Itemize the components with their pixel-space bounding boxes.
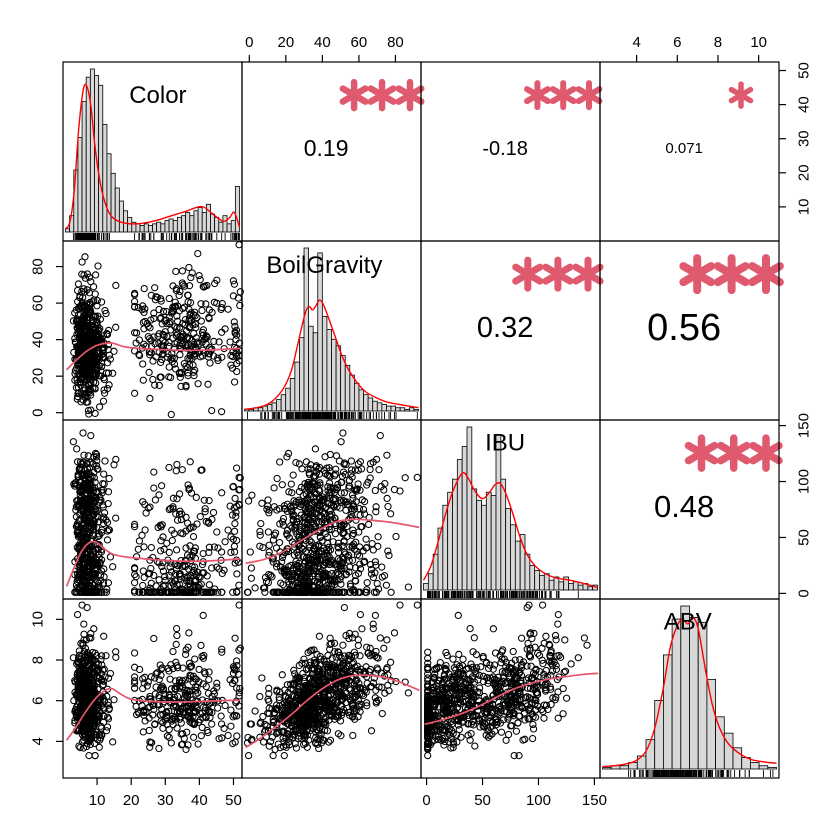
correlation-value: 0.32 — [477, 312, 533, 344]
loess-smooth-line — [65, 342, 241, 371]
scatter-panel-ibu-vs-boilgravity — [243, 429, 421, 596]
corr-cell-color-boilgravity: 0.19 — [304, 78, 425, 161]
rug-ticks — [72, 233, 240, 240]
density-curve — [602, 616, 777, 768]
correlation-value: 0.48 — [654, 489, 714, 524]
significance-stars — [679, 254, 784, 295]
correlation-value: -0.18 — [482, 138, 528, 160]
density-curve — [64, 83, 241, 230]
corr-cell-boilgravity-abv: 0.56 — [647, 254, 784, 349]
corr-cell-color-abv: 0.071 — [665, 81, 754, 157]
axis-bottom-color: 10 20 30 40 50 — [89, 778, 242, 809]
significance-stars — [339, 78, 425, 112]
significance-stars — [512, 256, 604, 292]
histogram-panel-color: Color — [64, 68, 241, 240]
axis-top-abv: 4 6 8 10 — [632, 34, 767, 62]
significance-stars — [728, 81, 754, 109]
correlation-value: 0.071 — [665, 140, 703, 157]
variable-label-color: Color — [129, 82, 186, 109]
corr-cell-ibu-abv: 0.48 — [654, 434, 783, 524]
variable-label-ibu: IBU — [485, 429, 525, 456]
panel-frame — [599, 598, 780, 779]
histogram-panel-boilgravity: BoilGravity — [244, 247, 419, 419]
rug-ticks — [427, 591, 579, 598]
axis-top-boilgravity: 0 20 40 60 80 — [245, 34, 404, 62]
loess-smooth-line — [245, 674, 420, 749]
scatter-panel-abv-vs-color — [65, 601, 244, 760]
rug-ticks — [247, 412, 418, 419]
correlation-value: 0.19 — [304, 135, 349, 161]
loess-smooth-line — [65, 540, 241, 587]
scatter-panel-ibu-vs-color — [65, 429, 244, 596]
scatter-panel-abv-vs-ibu — [424, 601, 599, 760]
variable-label-abv: ABV — [664, 608, 712, 635]
corr-cell-color-ibu: -0.18 — [482, 80, 603, 160]
density-curve — [244, 299, 419, 411]
histogram-panel-abv: ABV — [602, 605, 777, 777]
histogram-panel-ibu: IBU — [422, 426, 598, 598]
correlation-value: 0.56 — [647, 307, 721, 349]
density-curve — [422, 471, 598, 589]
loess-smooth-line — [424, 672, 599, 726]
scatter-panel-abv-vs-boilgravity — [243, 601, 421, 760]
significance-stars — [684, 434, 783, 472]
variable-label-boilgravity: BoilGravity — [266, 252, 382, 279]
significance-stars — [524, 80, 603, 111]
rug-ticks — [628, 770, 774, 777]
axis-bottom-ibu: 0 50 100 150 — [422, 778, 607, 809]
loess-smooth-line — [65, 687, 241, 741]
scatter-panel-boilgravity-vs-color — [65, 241, 244, 419]
corr-cell-boilgravity-ibu: 0.32 — [477, 256, 604, 344]
loess-smooth-line — [245, 518, 420, 565]
